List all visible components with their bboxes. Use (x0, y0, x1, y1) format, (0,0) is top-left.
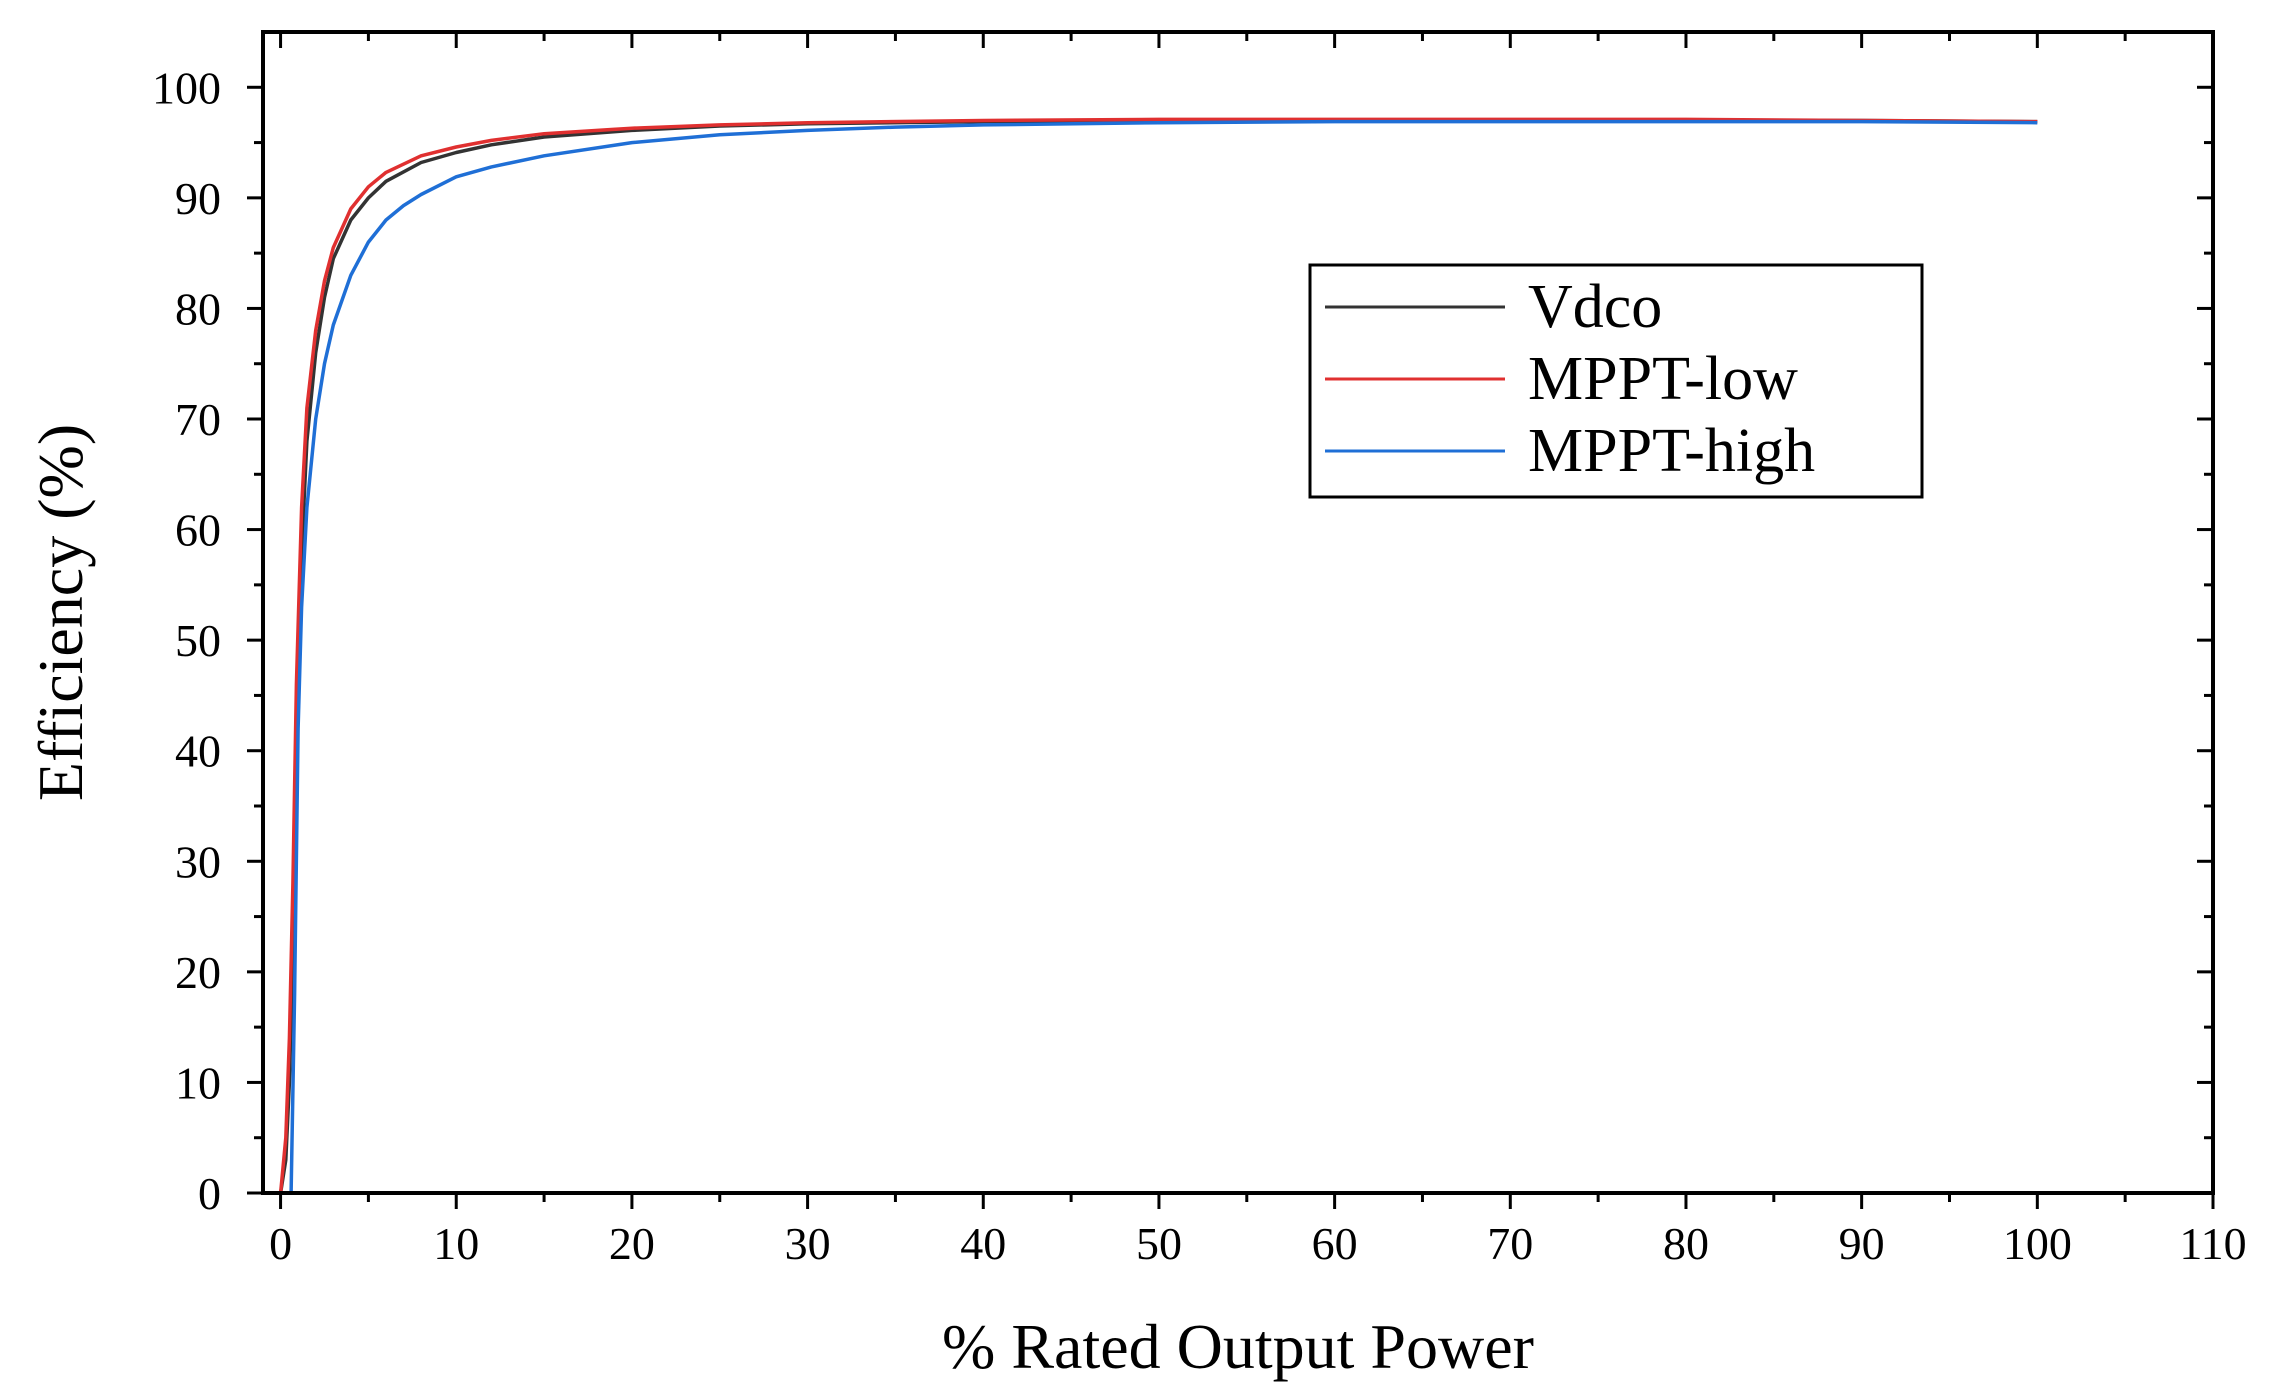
y-tick-label: 40 (175, 726, 221, 777)
x-tick-label: 30 (785, 1218, 831, 1269)
series-line-mppt-low (278, 117, 2038, 1194)
x-tick-label: 90 (1839, 1218, 1885, 1269)
y-tick-label: 100 (152, 62, 221, 113)
x-tick-label: 20 (609, 1218, 655, 1269)
x-tick-label: 80 (1663, 1218, 1709, 1269)
y-tick-label: 0 (198, 1168, 221, 1219)
legend-box (1308, 263, 1924, 499)
ticks-layer (247, 32, 2215, 1209)
y-tick-label: 90 (175, 173, 221, 224)
legend-label-vdco: Vdco (1528, 273, 1662, 341)
legend: Vdco MPPT-low MPPT-high (1308, 263, 1924, 499)
x-tick-label: 10 (433, 1218, 479, 1269)
x-tick-label: 40 (960, 1218, 1006, 1269)
x-tick-label: 50 (1136, 1218, 1182, 1269)
x-tick-label: 60 (1312, 1218, 1358, 1269)
y-tick-label: 50 (175, 615, 221, 666)
tick-label-layer: 0 10 20 30 40 50 60 70 80 90 100 110 0 10 20 30 40 50 60 70… (152, 62, 2247, 1269)
x-tick-label: 100 (2003, 1218, 2072, 1269)
y-tick-label: 30 (175, 836, 221, 887)
legend-label-mppt-high: MPPT-high (1528, 417, 1815, 485)
x-tick-label: 0 (269, 1218, 292, 1269)
y-tick-label: 70 (175, 394, 221, 445)
y-tick-label: 20 (175, 947, 221, 998)
series-layer (278, 117, 2038, 1194)
series-line-mppt-high (289, 119, 2038, 1194)
y-tick-label: 10 (175, 1057, 221, 1108)
y-axis-title: Efficiency (%) (25, 424, 96, 801)
y-tick-label: 60 (175, 505, 221, 556)
x-tick-label: 110 (2179, 1218, 2246, 1269)
legend-label-mppt-low: MPPT-low (1528, 345, 1798, 413)
x-axis-title: % Rated Output Power (942, 1311, 1534, 1382)
plot-frame (261, 30, 2215, 1195)
y-tick-label: 80 (175, 283, 221, 334)
x-tick-label: 70 (1487, 1218, 1533, 1269)
